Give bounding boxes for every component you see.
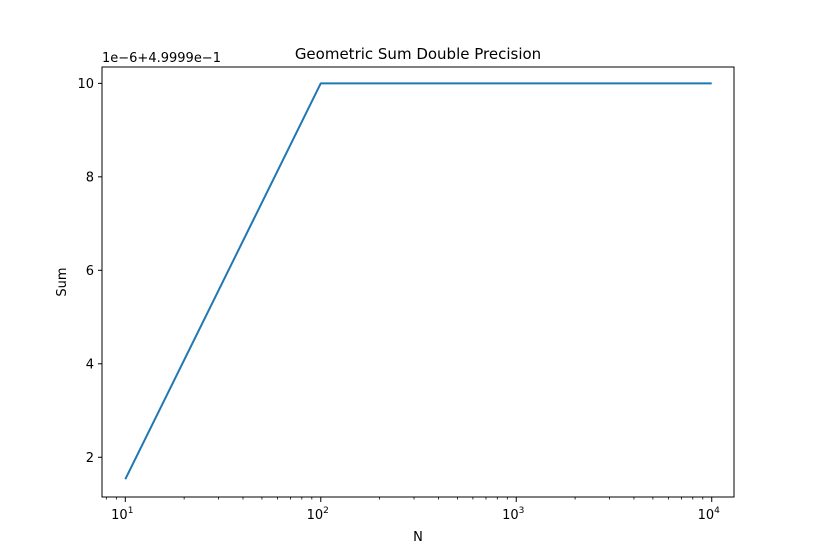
x-tick-label: 102 <box>307 506 329 523</box>
y-tick-label: 6 <box>86 264 94 279</box>
x-tick-exponent: 1 <box>128 506 134 516</box>
x-axis-label: N <box>413 530 423 545</box>
x-axis-ticks: 101 102 103 104 <box>111 497 720 523</box>
x-tick-exponent: 4 <box>714 506 720 516</box>
y-offset-label: 1e−6+4.9999e−1 <box>102 51 221 66</box>
plot-frame <box>101 66 735 498</box>
x-tick-exponent: 3 <box>519 506 525 516</box>
plot-area <box>102 67 734 497</box>
x-tick-exponent: 2 <box>323 506 329 516</box>
series-layer <box>124 82 712 480</box>
y-axis-ticks: 2 4 6 8 10 <box>77 77 102 466</box>
y-tick-label: 8 <box>86 170 94 185</box>
y-tick-label: 4 <box>86 357 94 372</box>
x-tick-base: 10 <box>307 508 324 523</box>
series-line <box>124 82 712 480</box>
y-tick-label: 2 <box>86 451 94 466</box>
x-tick-label: 101 <box>111 506 133 523</box>
x-tick-label: 103 <box>502 506 524 523</box>
y-tick-label: 10 <box>77 77 94 92</box>
chart-title: Geometric Sum Double Precision <box>295 45 541 63</box>
x-tick-label: 104 <box>698 506 721 523</box>
x-tick-base: 10 <box>111 508 128 523</box>
x-tick-base: 10 <box>502 508 519 523</box>
y-axis-label: Sum <box>55 267 70 296</box>
x-tick-base: 10 <box>698 508 715 523</box>
